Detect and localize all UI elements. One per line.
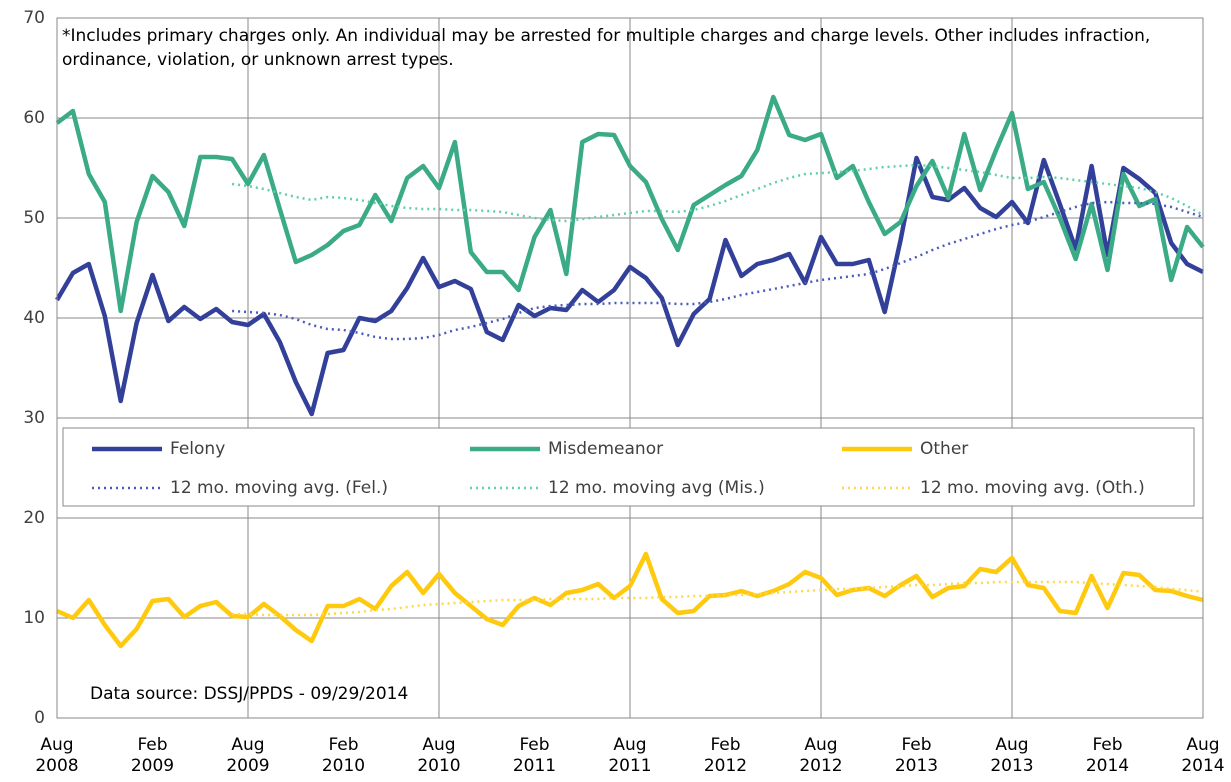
legend-label: Other xyxy=(920,439,968,459)
y-tick-label: 30 xyxy=(23,408,45,428)
y-tick-label: 50 xyxy=(23,208,45,228)
x-tick-label: Aug 2009 xyxy=(226,735,270,776)
x-tick-label: Aug 2013 xyxy=(990,735,1034,776)
data-source: Data source: DSSJ/PPDS - 09/29/2014 xyxy=(90,684,409,704)
series-line xyxy=(56,551,1204,649)
legend-label: Felony xyxy=(170,439,225,459)
footnote: *Includes primary charges only. An indiv… xyxy=(62,26,1151,70)
series-line xyxy=(55,94,1205,314)
series-line xyxy=(232,580,1204,617)
y-tick-label: 10 xyxy=(23,608,45,628)
legend-box xyxy=(62,427,1195,507)
plot-border xyxy=(56,17,1204,719)
x-tick-label: Feb 2011 xyxy=(512,735,557,776)
y-tick-label: 70 xyxy=(23,8,45,28)
grid: 0 10 20 30 40 50 60 70 xyxy=(23,8,1203,728)
x-tick-label: Aug 2012 xyxy=(799,735,843,776)
y-tick-label: 20 xyxy=(23,508,45,528)
legend-label: 12 mo. moving avg. (Fel.) xyxy=(170,478,388,498)
y-tick-label: 0 xyxy=(34,708,45,728)
series-line xyxy=(232,200,1204,341)
x-tick-label: Feb 2013 xyxy=(894,735,939,776)
y-tick-label: 60 xyxy=(23,108,45,128)
x-tick-label: Feb 2009 xyxy=(130,735,175,776)
x-tick-label: Feb 2014 xyxy=(1085,735,1130,776)
legend-label: 12 mo. moving avg (Mis.) xyxy=(548,478,765,498)
legend-label: 12 mo. moving avg. (Oth.) xyxy=(920,478,1145,498)
x-tick-label: Aug 2014 xyxy=(1181,735,1225,776)
y-tick-label: 40 xyxy=(23,308,45,328)
lines xyxy=(55,94,1205,649)
legend: Felony Misdemeanor Other 12 mo. moving avg.… xyxy=(92,439,1145,498)
x-tick-label: Aug 2011 xyxy=(608,735,652,776)
x-tick-label: Feb 2010 xyxy=(321,735,366,776)
x-tick-label: Aug 2010 xyxy=(417,735,461,776)
series-line xyxy=(55,155,1205,417)
legend-label: Misdemeanor xyxy=(548,439,663,459)
x-tick-label: Aug 2008 xyxy=(35,735,79,776)
x-tick-label: Feb 2012 xyxy=(703,735,748,776)
